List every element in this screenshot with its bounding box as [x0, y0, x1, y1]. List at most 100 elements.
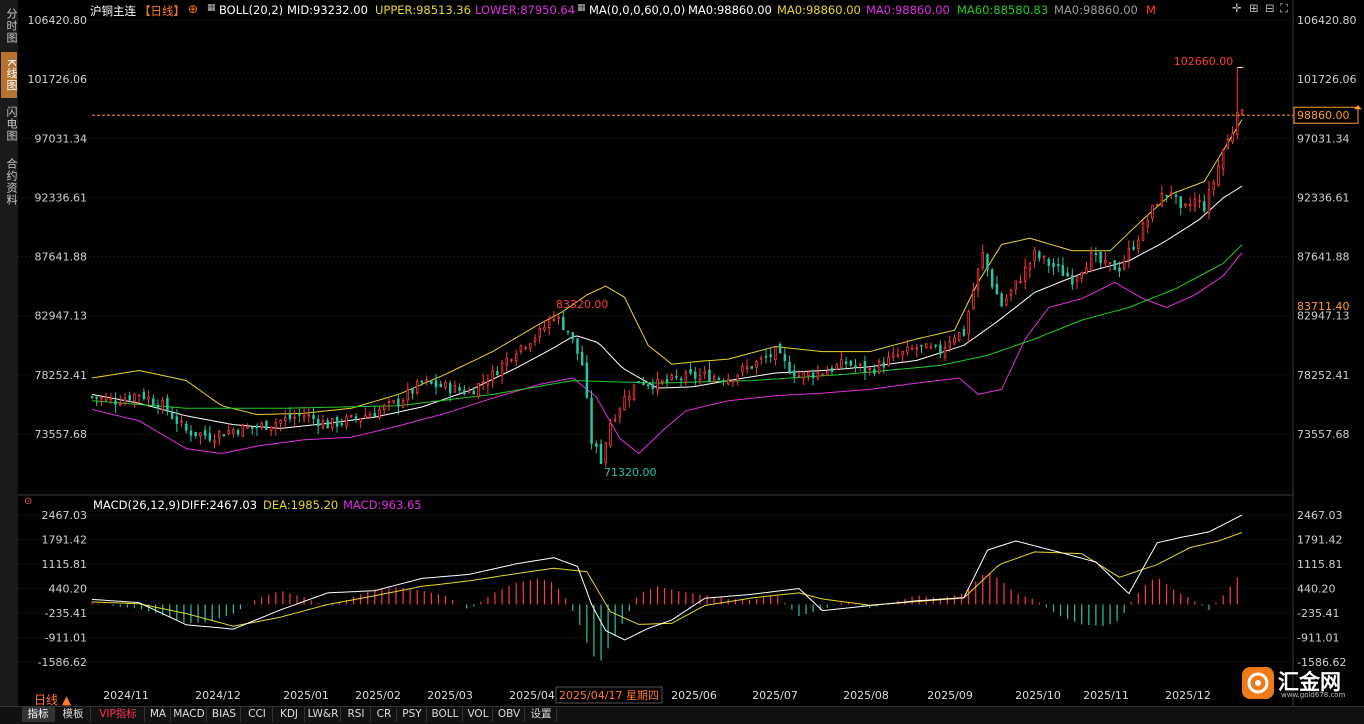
- boll-bands: [91, 119, 1243, 455]
- zoom-in-icon[interactable]: ⊞: [1249, 1, 1259, 15]
- indicator-tab[interactable]: CR: [372, 707, 397, 722]
- indicator-tab[interactable]: BIAS: [208, 707, 241, 722]
- macd-pane: [91, 514, 1243, 661]
- candle-body: [882, 362, 886, 368]
- candle-body: [943, 347, 947, 358]
- candle-body: [642, 382, 645, 386]
- candle-body: [189, 430, 193, 436]
- indicator-tab[interactable]: VOL: [464, 707, 493, 722]
- indicator-tab[interactable]: OBV: [494, 707, 525, 722]
- candle-body: [807, 371, 810, 376]
- indicator-tab[interactable]: VIP指标: [92, 707, 145, 722]
- indicator-tab[interactable]: PSY: [398, 707, 427, 722]
- candle-body: [1052, 262, 1055, 268]
- candle-body: [1203, 201, 1206, 212]
- candle-body: [397, 398, 400, 407]
- candle-body: [896, 354, 900, 357]
- x-tick-label: 2024/12: [195, 689, 241, 702]
- zoom-out-icon[interactable]: ⊟: [1265, 1, 1275, 15]
- candle-body: [684, 372, 688, 383]
- candle-body: [1151, 204, 1154, 219]
- candle-body: [137, 394, 141, 397]
- tab-contract[interactable]: 合约资料: [5, 158, 18, 206]
- candle-body: [665, 378, 669, 383]
- period-button[interactable]: 日线 ▲: [34, 693, 72, 707]
- candle-body: [335, 417, 339, 427]
- period-label: 【日线】: [139, 4, 185, 18]
- candle-body: [976, 268, 980, 290]
- x-tick-label: 2025/04: [509, 689, 555, 702]
- crosshair-icon[interactable]: ✛: [1232, 1, 1242, 15]
- candle-body: [661, 380, 664, 383]
- candle-body: [345, 416, 348, 427]
- candle-body: [877, 360, 881, 374]
- candle-body: [368, 414, 372, 418]
- boll-label: BOLL(20,2): [219, 3, 284, 17]
- candle-body: [269, 426, 273, 432]
- ma0-a: MA0:98860.00: [688, 3, 772, 17]
- candle-body: [241, 424, 245, 437]
- candle-body: [957, 331, 961, 341]
- indicator-tab[interactable]: CCI: [242, 707, 273, 722]
- indicator-tab[interactable]: MA: [146, 707, 171, 722]
- indicator-tab[interactable]: 指标: [22, 707, 55, 722]
- indicator-tab[interactable]: MACD: [172, 707, 207, 722]
- candle-body: [1155, 203, 1159, 206]
- indicator-tab[interactable]: LW&R: [306, 707, 341, 722]
- candle-body: [990, 269, 994, 288]
- candle-body: [1207, 189, 1211, 214]
- tab-flash[interactable]: 闪电图: [5, 106, 18, 142]
- candle-body: [1080, 272, 1083, 279]
- candle-body: [538, 327, 541, 338]
- candle-body: [1212, 182, 1215, 190]
- candle-body: [123, 398, 127, 404]
- candle-body: [425, 379, 428, 382]
- candle-body: [340, 423, 344, 426]
- boll-lower: LOWER:87950.64: [475, 3, 576, 17]
- candle-body: [1014, 280, 1017, 290]
- candle-body: [1009, 289, 1013, 297]
- fullscreen-icon[interactable]: ⛶: [1280, 1, 1289, 15]
- indicator-tab[interactable]: 模板: [56, 707, 91, 722]
- settings-icon[interactable]: ⊕: [188, 2, 199, 16]
- candle-body: [175, 416, 179, 424]
- candle-body: [279, 420, 282, 424]
- candle-body: [580, 351, 584, 366]
- candle-body: [924, 343, 928, 349]
- candle-body: [1240, 109, 1244, 115]
- brand-name: 汇金网: [1278, 670, 1341, 694]
- candle-body: [628, 396, 631, 401]
- last-price-box: [1293, 106, 1359, 124]
- indicator-bar: [0, 706, 1364, 724]
- indicator-tab[interactable]: BOLL: [428, 707, 463, 722]
- candle-body: [1085, 267, 1088, 275]
- candle-body: [811, 372, 815, 378]
- candle-body: [623, 396, 626, 411]
- candle-body: [741, 366, 744, 373]
- candle-body: [1089, 252, 1093, 272]
- candle-body: [1165, 194, 1168, 197]
- price-tick-label-right: 106420.80: [1297, 14, 1357, 27]
- candle-body: [1000, 293, 1003, 307]
- candle-body: [1071, 275, 1074, 285]
- indicator-tab[interactable]: 设置: [526, 707, 557, 722]
- candle-body: [920, 344, 923, 347]
- candle-body: [152, 398, 155, 406]
- candle-body: [609, 423, 612, 446]
- candle-body: [844, 361, 848, 365]
- candle-body: [1104, 259, 1107, 264]
- indicator-tab[interactable]: KDJ: [274, 707, 305, 722]
- tab-kline[interactable]: K线图: [1, 52, 18, 98]
- candle-body: [161, 400, 164, 410]
- ma-toggle-icon[interactable]: ▦: [577, 3, 586, 13]
- candle-body: [1122, 260, 1126, 269]
- candle-body: [430, 380, 433, 384]
- indicator-tab[interactable]: RSI: [342, 707, 371, 722]
- tab-fenshi[interactable]: 分时图: [5, 8, 18, 44]
- macd-close-icon[interactable]: ⊙: [24, 496, 33, 507]
- boll-toggle-icon[interactable]: ▦: [207, 3, 216, 13]
- price-tick-label: 92336.61: [35, 191, 88, 204]
- candle-body: [637, 381, 640, 384]
- candle-body: [524, 346, 527, 349]
